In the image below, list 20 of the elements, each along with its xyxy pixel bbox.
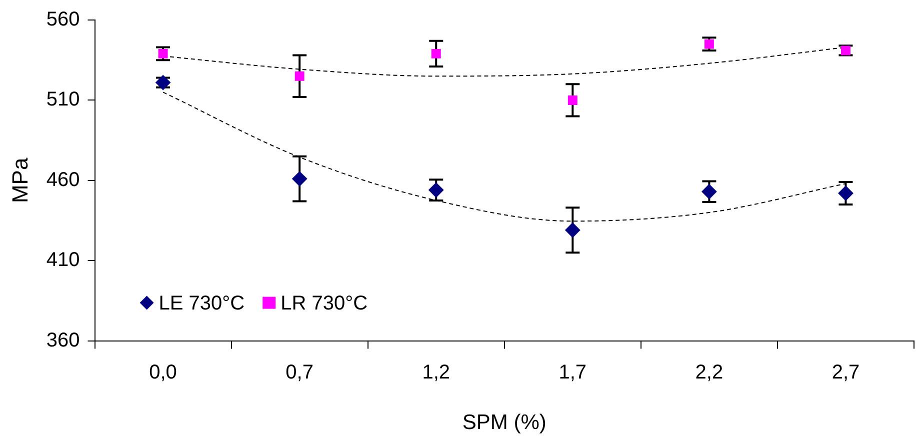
point: [428, 182, 444, 198]
point: [838, 186, 854, 201]
x-tick-label: 1,2: [422, 361, 450, 384]
y-tick-label: 560: [46, 8, 80, 31]
point: [565, 222, 580, 238]
x-axis-title: SPM (%): [462, 411, 546, 434]
legend-label: LR 730°C: [280, 292, 368, 314]
y-tick-label: 460: [46, 168, 80, 191]
y-tick-label: 410: [46, 249, 80, 272]
y-tick-label: 510: [46, 88, 80, 111]
x-tick-label: 0,0: [149, 361, 177, 384]
point: [292, 171, 308, 186]
point: [702, 184, 717, 200]
x-tick-label: 0,7: [286, 361, 314, 384]
legend-label: LE 730°C: [158, 292, 245, 314]
x-tick-label: 1,7: [558, 361, 587, 384]
y-tick-label: 360: [46, 329, 80, 352]
x-tick-label: 2,2: [695, 361, 724, 384]
y-axis-title: MPa: [7, 157, 32, 204]
x-tick-label: 2,7: [832, 361, 860, 384]
